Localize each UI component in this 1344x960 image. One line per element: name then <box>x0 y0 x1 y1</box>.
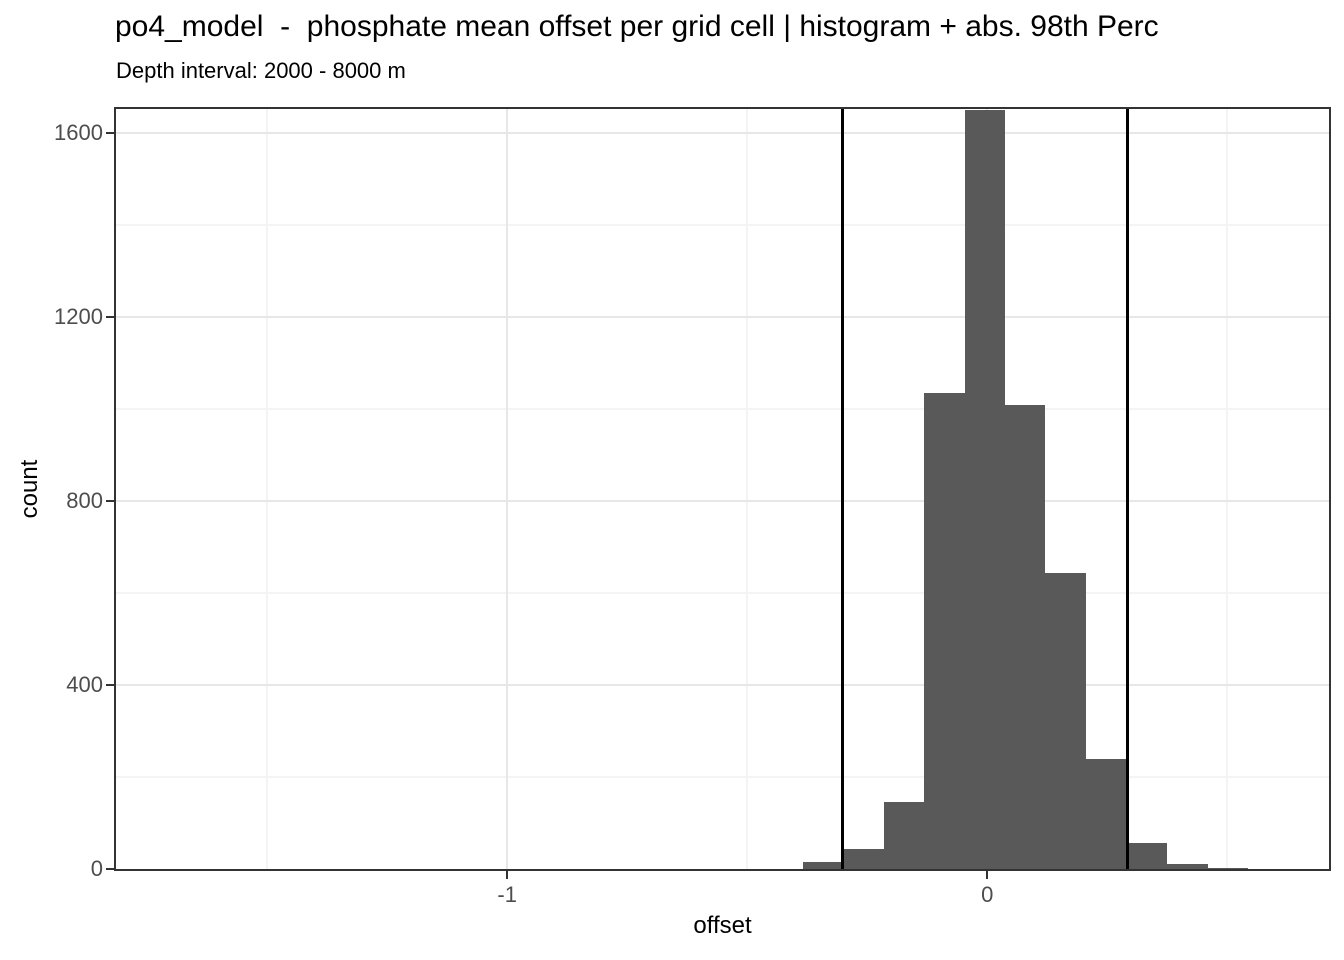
x-minor-gridline <box>266 109 269 869</box>
y-major-gridline <box>116 315 1329 318</box>
x-tick <box>986 871 989 879</box>
plot-panel <box>114 107 1331 871</box>
y-major-gridline <box>116 499 1329 502</box>
y-tick-label: 400 <box>66 671 103 697</box>
plot-subtitle: Depth interval: 2000 - 8000 m <box>116 58 406 83</box>
histogram-bar <box>1126 843 1167 869</box>
histogram-bar <box>1004 405 1046 869</box>
histogram-bar <box>883 802 925 869</box>
percentile-line <box>840 109 844 869</box>
histogram-bar <box>1045 572 1087 869</box>
y-tick-label: 0 <box>90 856 103 881</box>
y-tick <box>106 868 114 870</box>
histogram-bar <box>924 392 965 869</box>
histogram-bar <box>1207 867 1248 869</box>
y-major-gridline <box>116 131 1329 134</box>
y-minor-gridline <box>116 223 1329 226</box>
histogram-bar <box>964 109 1005 869</box>
y-tick <box>106 315 114 318</box>
y-tick <box>106 499 114 502</box>
histogram-bar <box>1086 758 1127 869</box>
y-minor-gridline <box>116 407 1329 410</box>
y-tick-label: 1200 <box>54 303 103 329</box>
histogram-bar <box>802 862 844 869</box>
y-tick-label: 800 <box>66 487 103 513</box>
y-axis-title: count <box>16 459 43 519</box>
x-tick-label: 0 <box>981 882 994 907</box>
plot-title: po4_model - phosphate mean offset per gr… <box>115 10 1159 43</box>
y-tick <box>106 683 114 686</box>
x-minor-gridline <box>1226 109 1229 869</box>
y-major-gridline <box>116 683 1329 686</box>
x-minor-gridline <box>746 109 749 869</box>
y-minor-gridline <box>116 591 1329 594</box>
histogram-bar <box>1166 864 1208 869</box>
x-tick-label: -1 <box>497 882 517 907</box>
y-tick-label: 1600 <box>54 119 103 145</box>
x-major-gridline <box>506 109 509 869</box>
y-minor-gridline <box>116 775 1329 778</box>
x-axis-title: offset <box>693 912 752 939</box>
y-tick <box>106 131 114 134</box>
percentile-line <box>1126 109 1130 869</box>
x-tick <box>506 871 509 879</box>
histogram-bar <box>843 849 884 869</box>
